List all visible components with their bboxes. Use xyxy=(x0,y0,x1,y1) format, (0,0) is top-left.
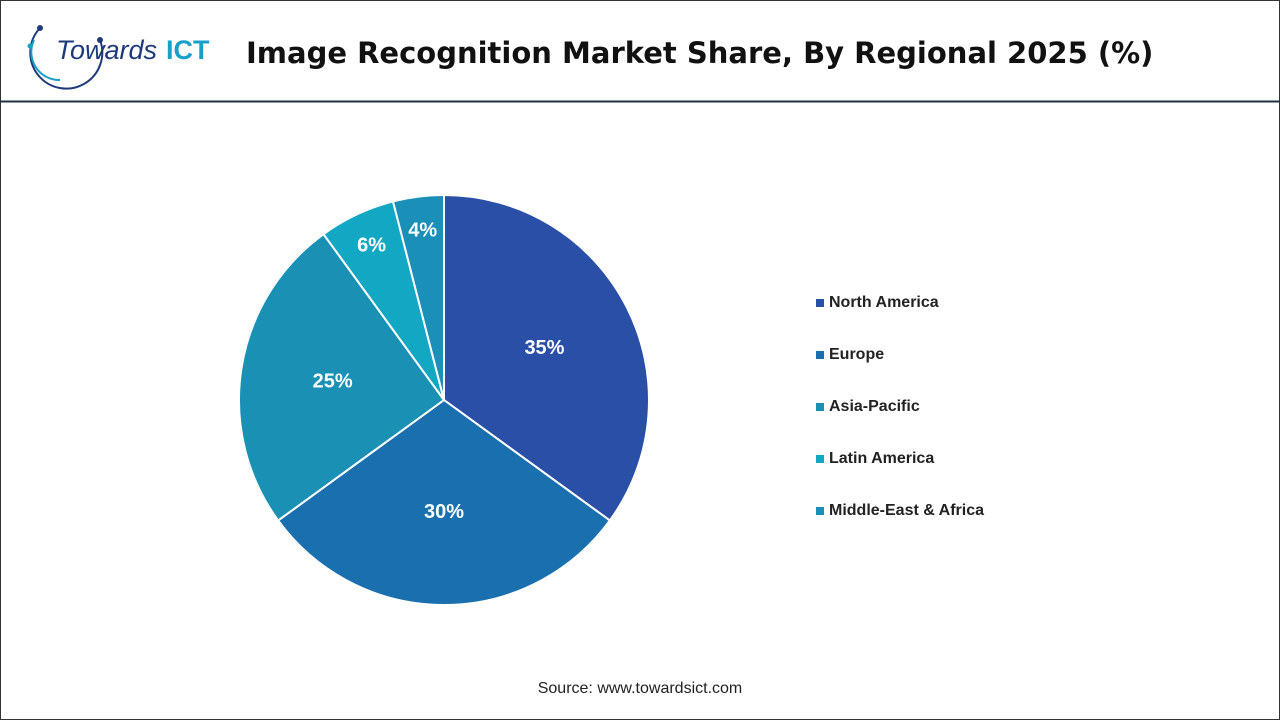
legend-label: Europe xyxy=(829,346,884,363)
legend-swatch xyxy=(816,507,824,515)
legend-label: Asia-Pacific xyxy=(829,398,920,415)
logo-dot xyxy=(37,25,43,31)
logo-text: ICT xyxy=(166,35,210,65)
value-label: 4% xyxy=(408,219,437,241)
logo-dot xyxy=(27,43,33,49)
legend-swatch xyxy=(816,299,824,307)
logo: Towards ICT xyxy=(27,25,210,90)
pie-slice xyxy=(443,193,650,522)
value-label: 25% xyxy=(313,371,353,393)
pie-slice xyxy=(238,232,446,522)
logo-text: Towards xyxy=(56,35,157,65)
legend-label: Latin America xyxy=(829,450,934,467)
pie-slice xyxy=(391,193,445,401)
legend-label: Middle-East & Africa xyxy=(829,502,984,519)
legend-swatch xyxy=(816,455,824,463)
value-label: 30% xyxy=(424,501,464,523)
logo-dot xyxy=(97,37,103,43)
legend-swatch xyxy=(816,351,824,359)
value-label: 35% xyxy=(524,337,564,359)
value-label: 6% xyxy=(357,234,386,256)
pie-slice xyxy=(276,398,612,606)
source: Source: www.towardsict.com xyxy=(538,680,743,697)
chart-title: Image Recognition Market Share, By Regio… xyxy=(246,36,1153,70)
legend-label: North America xyxy=(829,294,939,311)
legend-swatch xyxy=(816,403,824,411)
